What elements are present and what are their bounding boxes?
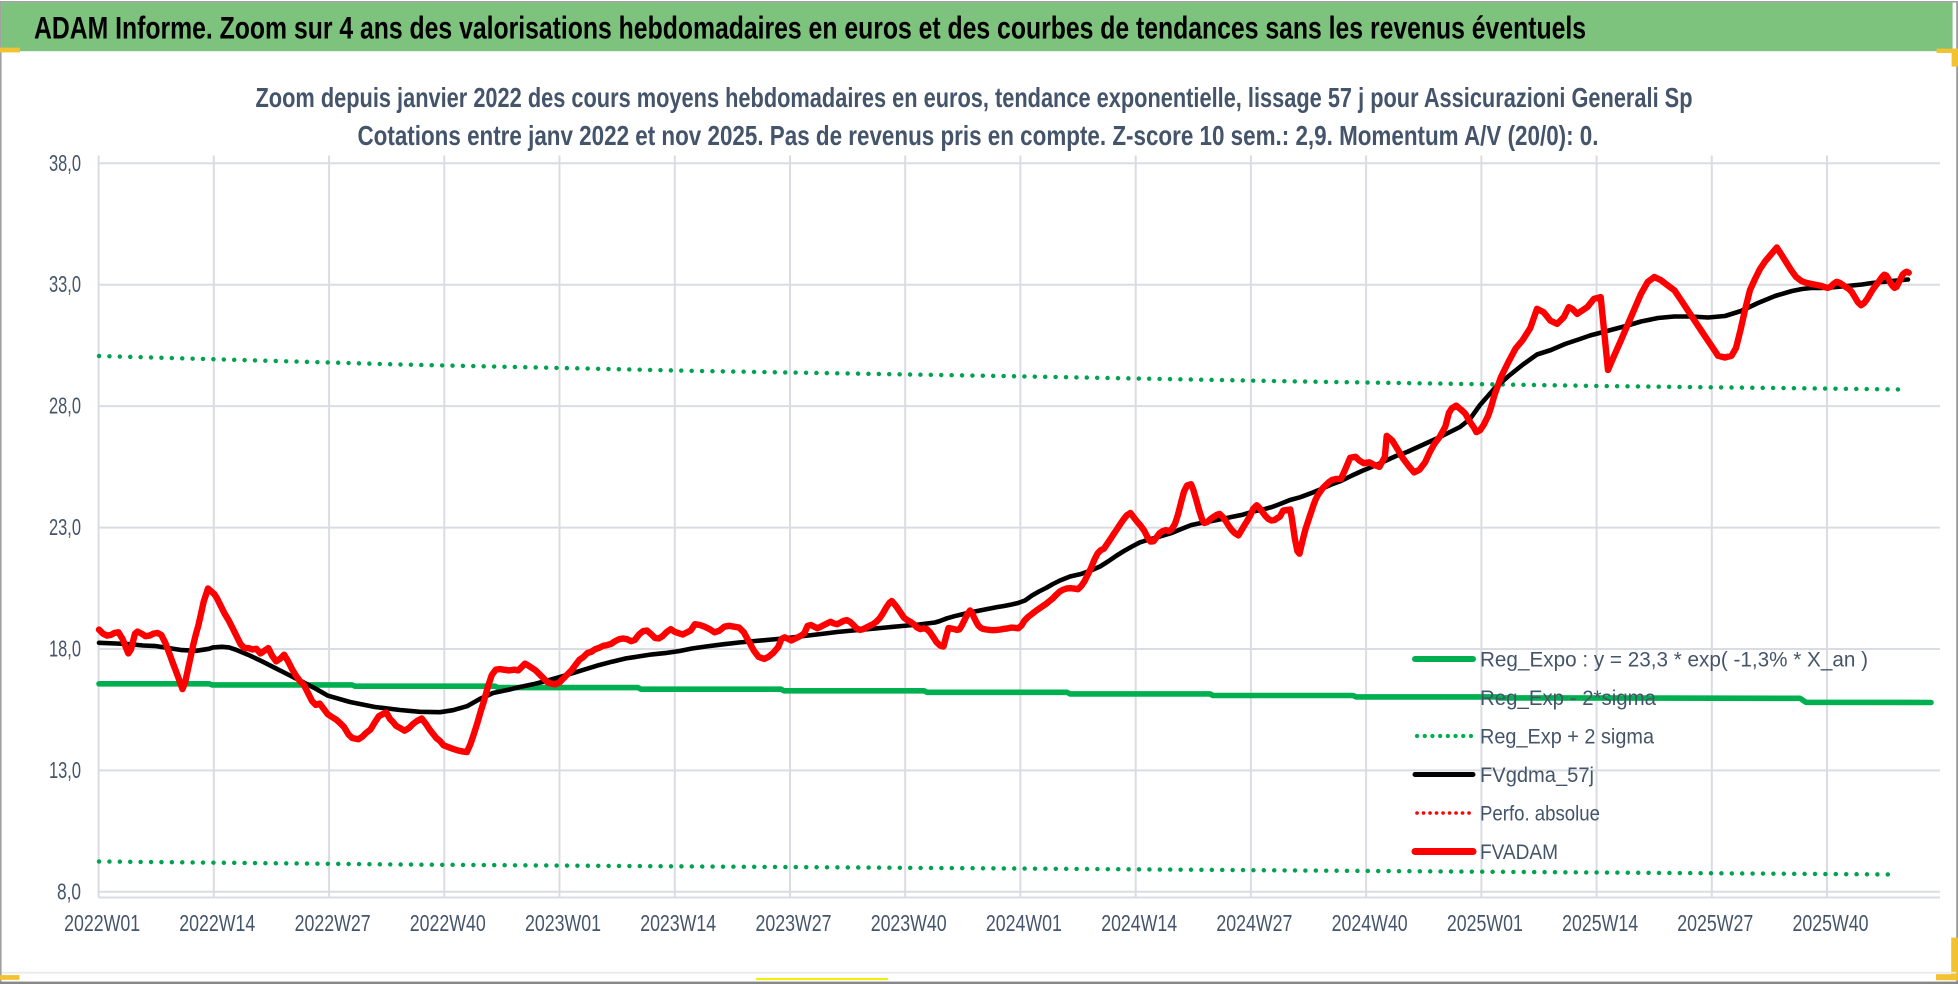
svg-text:Reg_Expo : y = 23,3 * exp( -1,: Reg_Expo : y = 23,3 * exp( -1,3% * X_an … [1480,649,1868,672]
svg-text:23,0: 23,0 [49,514,81,540]
svg-text:2022W40: 2022W40 [410,910,486,936]
svg-text:Zoom depuis janvier 2022 des c: Zoom depuis janvier 2022 des cours moyen… [256,82,1693,113]
svg-text:2024W40: 2024W40 [1332,910,1408,936]
svg-text:2025W01: 2025W01 [1447,910,1523,936]
svg-text:33,0: 33,0 [49,271,81,297]
svg-text:2023W40: 2023W40 [871,910,947,936]
svg-text:FVADAM: FVADAM [1480,841,1558,864]
svg-text:2023W27: 2023W27 [756,910,832,936]
svg-text:2023W14: 2023W14 [640,910,716,936]
svg-text:Reg_Exp - 2*sigma: Reg_Exp - 2*sigma [1480,687,1656,710]
svg-text:28,0: 28,0 [49,393,81,419]
svg-text:2024W14: 2024W14 [1101,910,1177,936]
svg-text:ADAM Informe. Zoom sur 4 ans d: ADAM Informe. Zoom sur 4 ans des valoris… [34,10,1586,46]
svg-text:2025W27: 2025W27 [1677,910,1753,936]
svg-text:38,0: 38,0 [49,150,81,176]
svg-text:Perfo. absolue: Perfo. absolue [1480,803,1600,826]
svg-text:FVgdma_57j: FVgdma_57j [1480,764,1594,787]
svg-text:13,0: 13,0 [49,757,81,783]
svg-text:2022W01: 2022W01 [64,910,140,936]
svg-text:2025W40: 2025W40 [1793,910,1869,936]
svg-text:2023W01: 2023W01 [525,910,601,936]
svg-text:2025W14: 2025W14 [1562,910,1638,936]
svg-text:2022W27: 2022W27 [295,910,371,936]
svg-text:18,0: 18,0 [49,636,81,662]
svg-text:2024W27: 2024W27 [1216,910,1292,936]
svg-text:8,0: 8,0 [57,878,81,904]
svg-text:Reg_Exp + 2 sigma: Reg_Exp + 2 sigma [1480,726,1654,749]
svg-text:Cotations entre janv 2022 et n: Cotations entre janv 2022 et nov 2025. P… [358,120,1599,151]
svg-text:2022W14: 2022W14 [179,910,255,936]
svg-text:2024W01: 2024W01 [986,910,1062,936]
